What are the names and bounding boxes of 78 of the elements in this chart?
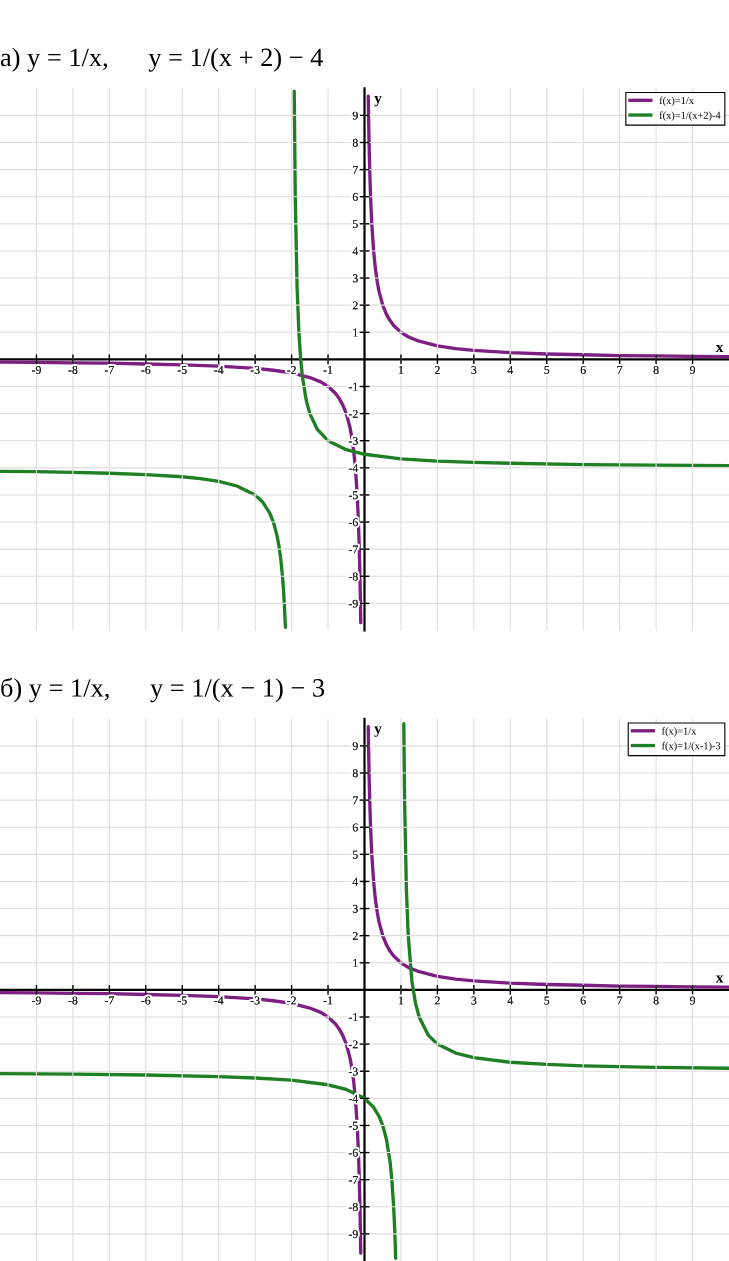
x-tick-label: -4: [214, 366, 224, 374]
x-tick-label: -1: [323, 996, 333, 1005]
x-tick-label: 9: [689, 996, 696, 1005]
y-tick-label: -1: [348, 382, 358, 391]
y-tick-label: -3: [348, 437, 358, 445]
y-tick-label: 9: [352, 111, 358, 120]
x-tick-label: 4: [507, 366, 514, 374]
x-axis-title: x: [715, 975, 724, 983]
x-tick-label: -4: [214, 996, 224, 1005]
y-tick-label: -9: [348, 1230, 358, 1239]
x-tick-label: 3: [471, 996, 477, 1005]
y-axis-title: y: [374, 726, 382, 737]
legend-label: f(x)=1/x: [661, 727, 697, 737]
x-tick-label: -7: [104, 996, 114, 1005]
y-tick-label: 7: [353, 796, 358, 805]
x-tick-label: -9: [31, 366, 41, 374]
y-tick-label: 8: [352, 138, 358, 147]
x-tick-label: -1: [323, 366, 333, 374]
y-tick-label: -8: [348, 1203, 358, 1211]
y-tick-label: -5: [348, 491, 358, 500]
x-tick-label: 5: [544, 366, 550, 374]
y-tick-label: -2: [348, 409, 358, 418]
y-tick-label: 6: [352, 192, 358, 201]
x-tick-label: 2: [434, 366, 440, 374]
legend-label: f(x)=1/(x-1)-3: [661, 741, 721, 752]
x-tick-label: 5: [544, 996, 550, 1005]
x-tick-label: -6: [141, 996, 151, 1005]
y-tick-label: -6: [348, 518, 358, 527]
y-tick-label: 3: [352, 904, 358, 913]
y-axis-title: y: [374, 95, 382, 107]
y-tick-label: -6: [348, 1148, 358, 1157]
legend-label: f(x)=1/x: [659, 96, 694, 107]
x-tick-label: 3: [471, 366, 477, 374]
y-tick-label: -5: [348, 1121, 358, 1130]
x-tick-label: -5: [177, 996, 187, 1005]
y-tick-label: -1: [348, 1013, 358, 1022]
y-tick-label: 4: [352, 877, 359, 886]
y-tick-label: 4: [352, 247, 359, 256]
y-tick-label: -2: [348, 1040, 358, 1049]
y-tick-label: 3: [352, 274, 358, 283]
x-tick-label: 1: [399, 996, 404, 1005]
x-tick-label: -8: [68, 996, 78, 1005]
y-tick-label: -7: [348, 1176, 358, 1184]
x-tick-label: 7: [617, 996, 623, 1005]
x-tick-label: 6: [580, 996, 586, 1005]
y-tick-label: 1: [353, 959, 358, 967]
y-tick-label: -9: [348, 599, 358, 608]
y-tick-label: -4: [348, 464, 359, 472]
x-tick-label: 4: [507, 996, 514, 1005]
x-tick-label: 7: [617, 366, 623, 374]
y-tick-label: 6: [352, 823, 358, 832]
x-axis-title: x: [715, 344, 724, 352]
x-tick-label: -9: [31, 996, 41, 1005]
x-tick-label: 8: [653, 365, 659, 374]
y-tick-label: 1: [353, 328, 358, 337]
x-tick-label: -5: [177, 366, 187, 374]
y-tick-label: 5: [353, 220, 358, 229]
y-tick-label: 7: [353, 165, 358, 174]
y-tick-label: 9: [352, 742, 358, 751]
y-tick-label: 5: [353, 850, 358, 859]
legend-label: f(x)=1/(x+2)-4: [659, 111, 721, 121]
y-tick-label: -7: [348, 545, 358, 554]
x-tick-label: 9: [689, 366, 696, 374]
x-tick-label: 2: [434, 996, 440, 1005]
y-tick-label: -8: [348, 572, 358, 581]
x-tick-label: -8: [68, 365, 78, 374]
x-tick-label: 8: [653, 996, 659, 1005]
y-tick-label: 2: [352, 931, 358, 940]
y-tick-label: 8: [352, 769, 358, 778]
y-tick-label: -4: [348, 1094, 359, 1103]
x-tick-label: -7: [104, 366, 114, 374]
chart-title: б) y = 1/x, y = 1/(x − 1) − 3: [1, 677, 325, 703]
y-tick-label: -3: [348, 1067, 358, 1076]
chart-title: а) y = 1/x, y = 1/(x + 2) − 4: [0, 47, 323, 72]
x-tick-label: -6: [141, 366, 151, 374]
x-tick-label: 1: [399, 366, 404, 374]
y-tick-label: 2: [352, 301, 358, 310]
x-tick-label: 6: [580, 366, 586, 374]
